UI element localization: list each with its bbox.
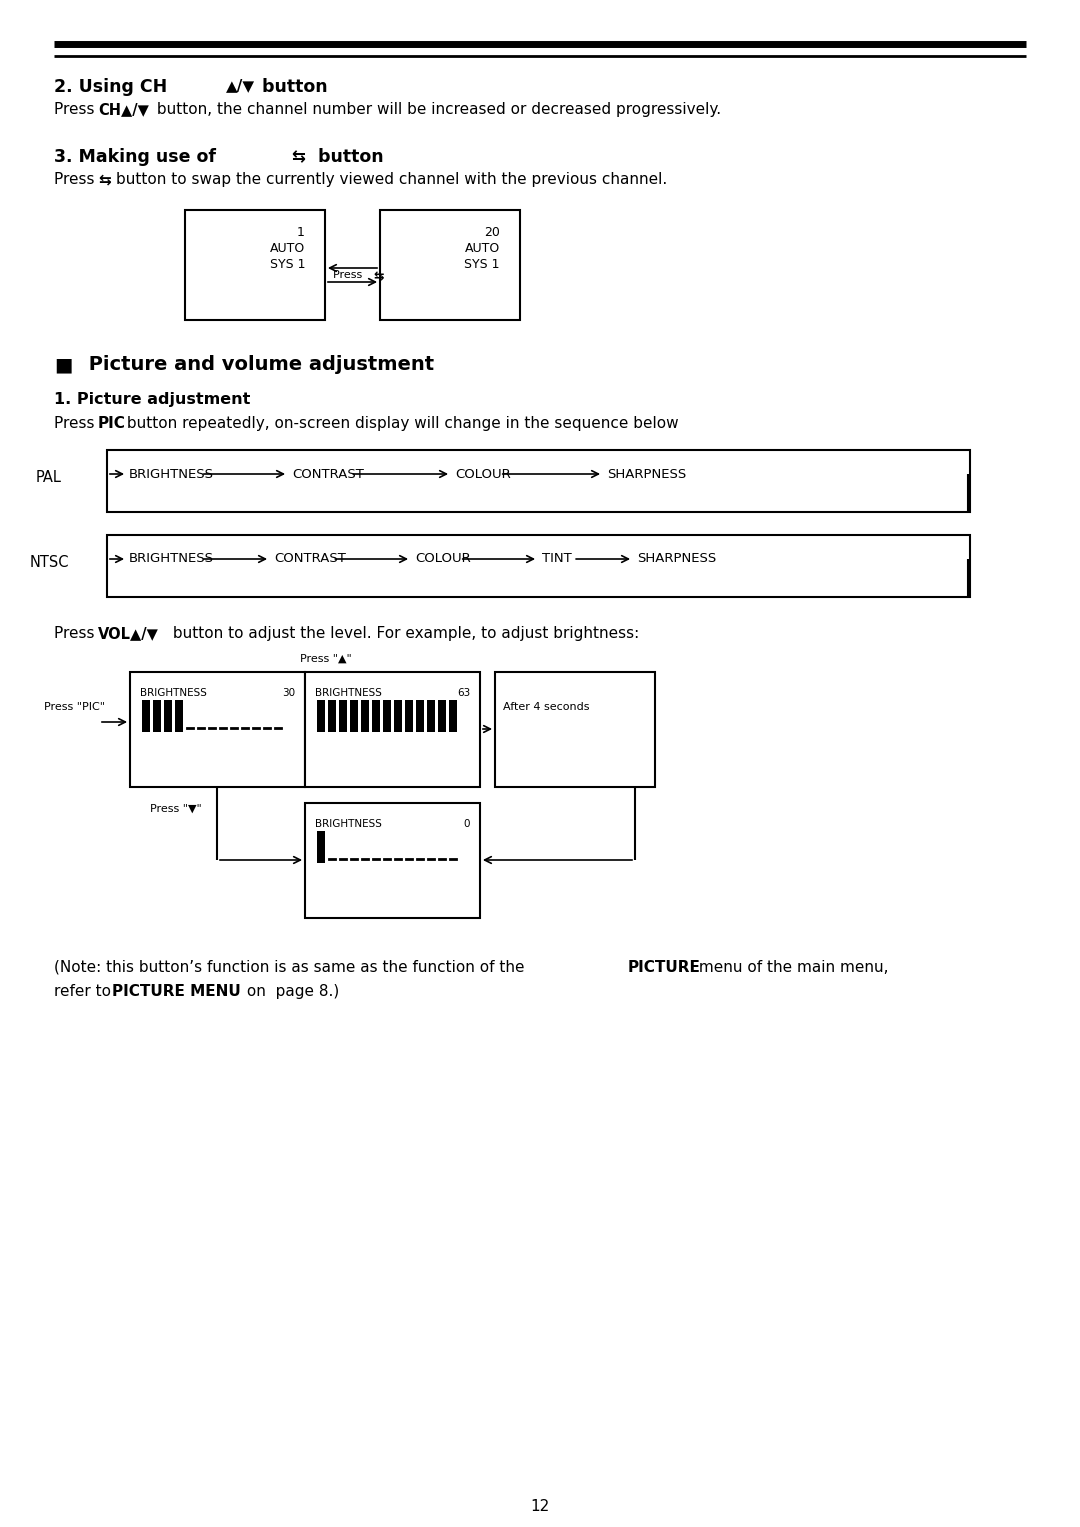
Text: button: button [312, 148, 383, 166]
Text: ⇆: ⇆ [373, 270, 383, 282]
Text: 30: 30 [282, 689, 295, 698]
Bar [449, 699, 457, 731]
Bar [427, 699, 435, 731]
Bar [164, 699, 172, 731]
Text: VOL▲/▼: VOL▲/▼ [98, 626, 159, 641]
Text: NTSC: NTSC [30, 554, 69, 570]
Text: 0: 0 [463, 818, 470, 829]
Text: PIC: PIC [98, 415, 126, 431]
Text: button, the channel number will be increased or decreased progressively.: button, the channel number will be incre… [152, 102, 721, 118]
Text: SYS 1: SYS 1 [464, 258, 500, 270]
Text: Press "▲": Press "▲" [300, 654, 352, 664]
Text: After 4 seconds: After 4 seconds [503, 702, 590, 712]
Bar [130, 672, 305, 786]
Text: ⇆: ⇆ [98, 173, 111, 186]
Text: 63: 63 [457, 689, 470, 698]
Text: PAL: PAL [36, 470, 62, 486]
Text: 2. Using CH: 2. Using CH [54, 78, 167, 96]
Text: SHARPNESS: SHARPNESS [607, 467, 686, 481]
Text: AUTO: AUTO [464, 241, 500, 255]
Bar [305, 672, 480, 786]
Text: 20: 20 [484, 226, 500, 240]
Bar [416, 699, 424, 731]
Text: TINT: TINT [542, 553, 571, 565]
Text: BRIGHTNESS: BRIGHTNESS [315, 818, 382, 829]
Text: COLOUR: COLOUR [415, 553, 471, 565]
Bar [438, 699, 446, 731]
Bar [350, 699, 357, 731]
Text: refer to: refer to [54, 983, 116, 999]
Text: 3. Making use of: 3. Making use of [54, 148, 222, 166]
Text: ⇆: ⇆ [291, 148, 305, 166]
Text: CONTRAST: CONTRAST [292, 467, 364, 481]
Bar [383, 699, 391, 731]
Text: PICTURE MENU: PICTURE MENU [112, 983, 241, 999]
Text: Press: Press [54, 102, 99, 118]
Text: COLOUR: COLOUR [455, 467, 511, 481]
Text: BRIGHTNESS: BRIGHTNESS [129, 467, 214, 481]
Text: button to swap the currently viewed channel with the previous channel.: button to swap the currently viewed chan… [116, 173, 667, 186]
Text: BRIGHTNESS: BRIGHTNESS [315, 689, 382, 698]
Bar [394, 699, 402, 731]
Bar [107, 450, 970, 512]
Text: Press: Press [333, 270, 366, 279]
Bar [318, 699, 325, 731]
Text: SYS 1: SYS 1 [270, 258, 305, 270]
Bar [328, 699, 336, 731]
Bar [495, 672, 654, 786]
Text: button to adjust the level. For example, to adjust brightness:: button to adjust the level. For example,… [168, 626, 639, 641]
Text: PICTURE: PICTURE [627, 960, 701, 976]
Text: Picture and volume adjustment: Picture and volume adjustment [82, 354, 434, 374]
Text: 12: 12 [530, 1500, 550, 1513]
Text: (Note: this button’s function is as same as the function of the: (Note: this button’s function is as same… [54, 960, 529, 976]
Text: SHARPNESS: SHARPNESS [637, 553, 716, 565]
Text: ■: ■ [54, 354, 72, 374]
Text: AUTO: AUTO [270, 241, 305, 255]
Text: Press: Press [54, 173, 99, 186]
Text: CH▲/▼: CH▲/▼ [98, 102, 149, 118]
Text: button repeatedly, on-screen display will change in the sequence below: button repeatedly, on-screen display wil… [122, 415, 678, 431]
Bar [372, 699, 380, 731]
Bar [405, 699, 413, 731]
Text: Press "▼": Press "▼" [150, 805, 202, 814]
Text: menu of the main menu,: menu of the main menu, [694, 960, 889, 976]
Bar [339, 699, 347, 731]
Bar [175, 699, 183, 731]
Bar [185, 211, 325, 321]
Text: CONTRAST: CONTRAST [274, 553, 346, 565]
Text: button: button [256, 78, 327, 96]
Bar [153, 699, 161, 731]
Text: BRIGHTNESS: BRIGHTNESS [129, 553, 214, 565]
Bar [107, 534, 970, 597]
Text: Press: Press [54, 626, 99, 641]
Text: Press "PIC": Press "PIC" [44, 702, 105, 712]
Text: BRIGHTNESS: BRIGHTNESS [140, 689, 207, 698]
Text: Press: Press [54, 415, 99, 431]
Bar [318, 831, 325, 863]
Text: 1. Picture adjustment: 1. Picture adjustment [54, 392, 251, 408]
Bar [361, 699, 369, 731]
Bar [141, 699, 150, 731]
Text: 1: 1 [297, 226, 305, 240]
Bar [380, 211, 519, 321]
Text: on  page 8.): on page 8.) [242, 983, 339, 999]
Bar [305, 803, 480, 918]
Text: ▲/▼: ▲/▼ [226, 78, 255, 93]
